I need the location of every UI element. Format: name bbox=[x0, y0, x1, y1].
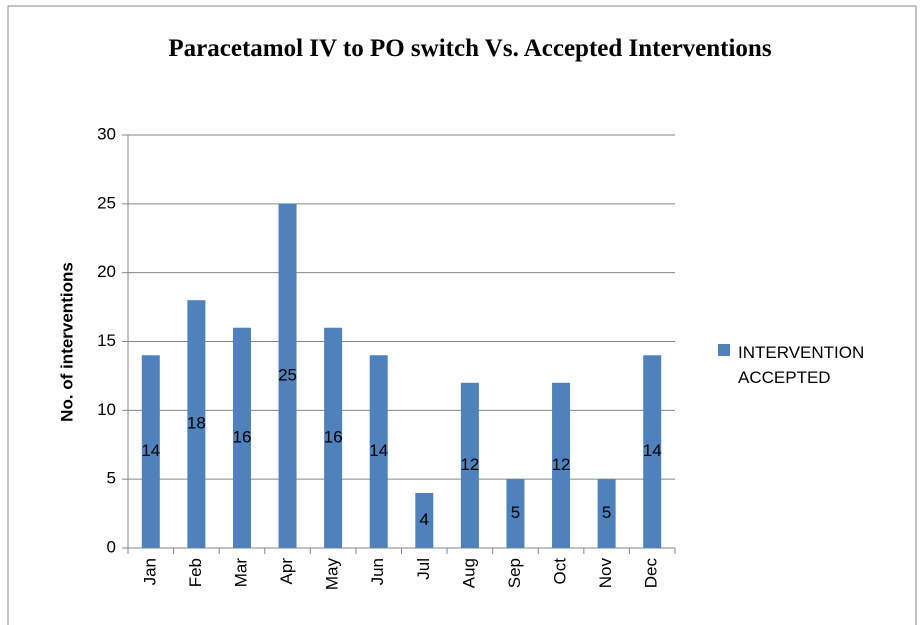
x-tick-label: Jul bbox=[414, 558, 433, 580]
y-tick-label: 10 bbox=[97, 400, 116, 419]
x-tick-label: Jun bbox=[368, 558, 387, 585]
y-tick-label: 15 bbox=[97, 331, 116, 350]
data-label: 5 bbox=[602, 503, 611, 522]
y-tick-label: 20 bbox=[97, 262, 116, 281]
x-tick-label: Feb bbox=[186, 558, 205, 587]
legend-label: INTERVENTION ACCEPTED bbox=[738, 343, 865, 387]
bar bbox=[597, 479, 616, 548]
x-tick-label: Jan bbox=[140, 558, 159, 585]
data-label: 16 bbox=[232, 427, 251, 446]
x-tick-label: Aug bbox=[459, 558, 478, 588]
data-label: 4 bbox=[420, 510, 429, 529]
y-axis-label: No. of interventions bbox=[57, 262, 76, 422]
data-label: 14 bbox=[141, 441, 160, 460]
x-tick-label: Mar bbox=[231, 558, 250, 588]
y-tick-label: 30 bbox=[97, 124, 116, 143]
x-tick-label: Sep bbox=[505, 558, 524, 588]
data-label: 12 bbox=[552, 455, 571, 474]
x-tick-label: Dec bbox=[642, 558, 661, 589]
data-label: 5 bbox=[511, 503, 520, 522]
bar bbox=[506, 479, 525, 548]
bar bbox=[232, 327, 251, 548]
bar bbox=[324, 327, 343, 548]
legend-swatch bbox=[718, 344, 730, 356]
chart-title: Paracetamol IV to PO switch Vs. Accepted… bbox=[168, 35, 772, 62]
bar bbox=[415, 492, 434, 548]
y-tick-label: 0 bbox=[107, 537, 116, 556]
x-tick-label: Nov bbox=[596, 558, 615, 589]
y-tick-label: 25 bbox=[97, 193, 116, 212]
data-label: 14 bbox=[643, 441, 662, 460]
chart-border bbox=[7, 5, 917, 625]
x-tick-label: Apr bbox=[277, 558, 296, 585]
data-label: 16 bbox=[324, 427, 343, 446]
bar bbox=[460, 382, 479, 548]
bar bbox=[187, 300, 206, 548]
data-label: 25 bbox=[278, 365, 297, 384]
y-tick-label: 5 bbox=[107, 469, 116, 488]
bar bbox=[552, 382, 571, 548]
bar bbox=[369, 355, 388, 548]
bar bbox=[278, 203, 297, 549]
data-label: 12 bbox=[460, 455, 479, 474]
data-label: 14 bbox=[369, 441, 388, 460]
bar bbox=[141, 355, 160, 548]
bar bbox=[643, 355, 662, 548]
x-tick-label: May bbox=[323, 558, 342, 591]
x-tick-label: Oct bbox=[551, 558, 570, 585]
data-label: 18 bbox=[187, 414, 206, 433]
